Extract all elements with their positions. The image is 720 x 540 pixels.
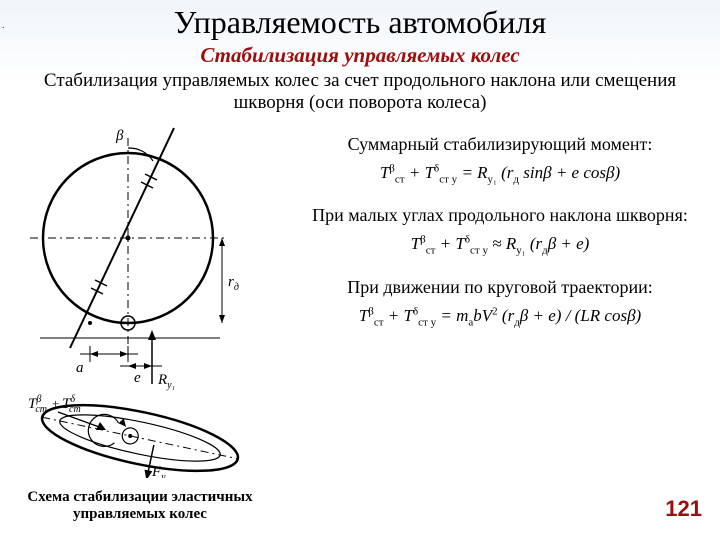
svg-text:Fy₁: Fy₁ <box>151 464 169 478</box>
section-1-label: Суммарный стабилизирующий момент: <box>290 134 710 155</box>
beta-label: β <box>115 128 124 144</box>
formula-1: Tβст + Tδст y = Ry₁ (rд sinβ + e cosβ) <box>290 161 710 188</box>
description: Стабилизация управляемых колес за счет п… <box>20 70 700 114</box>
svg-text:Ry₁: Ry₁ <box>157 372 175 391</box>
corner-mark: . <box>2 20 5 31</box>
diagram-caption: Схема стабилизации эластичных управляемы… <box>10 489 270 522</box>
formulas-column: Суммарный стабилизирующий момент: Tβст +… <box>290 134 710 349</box>
section-2-label: При малых углах продольного наклона шкво… <box>290 205 710 226</box>
section-3-label: При движении по круговой траектории: <box>290 277 710 298</box>
wheel-diagram: β rд a e Ry₁ Tβст + Tδст <box>10 118 270 478</box>
page-number: 121 <box>665 496 702 522</box>
e-label: e <box>134 370 141 386</box>
page-subtitle: Стабилизация управляемых колес <box>0 43 720 68</box>
formula-2: Tβст + Tδст y ≈ Ry₁ (rдβ + e) <box>290 232 710 259</box>
a-label: a <box>76 360 84 376</box>
formula-3: Tβст + Tδст y = mabV2 (rдβ + e) / (LR co… <box>290 304 710 331</box>
svg-text:rд: rд <box>228 274 239 293</box>
page-title: Управляемость автомобиля <box>0 0 720 41</box>
